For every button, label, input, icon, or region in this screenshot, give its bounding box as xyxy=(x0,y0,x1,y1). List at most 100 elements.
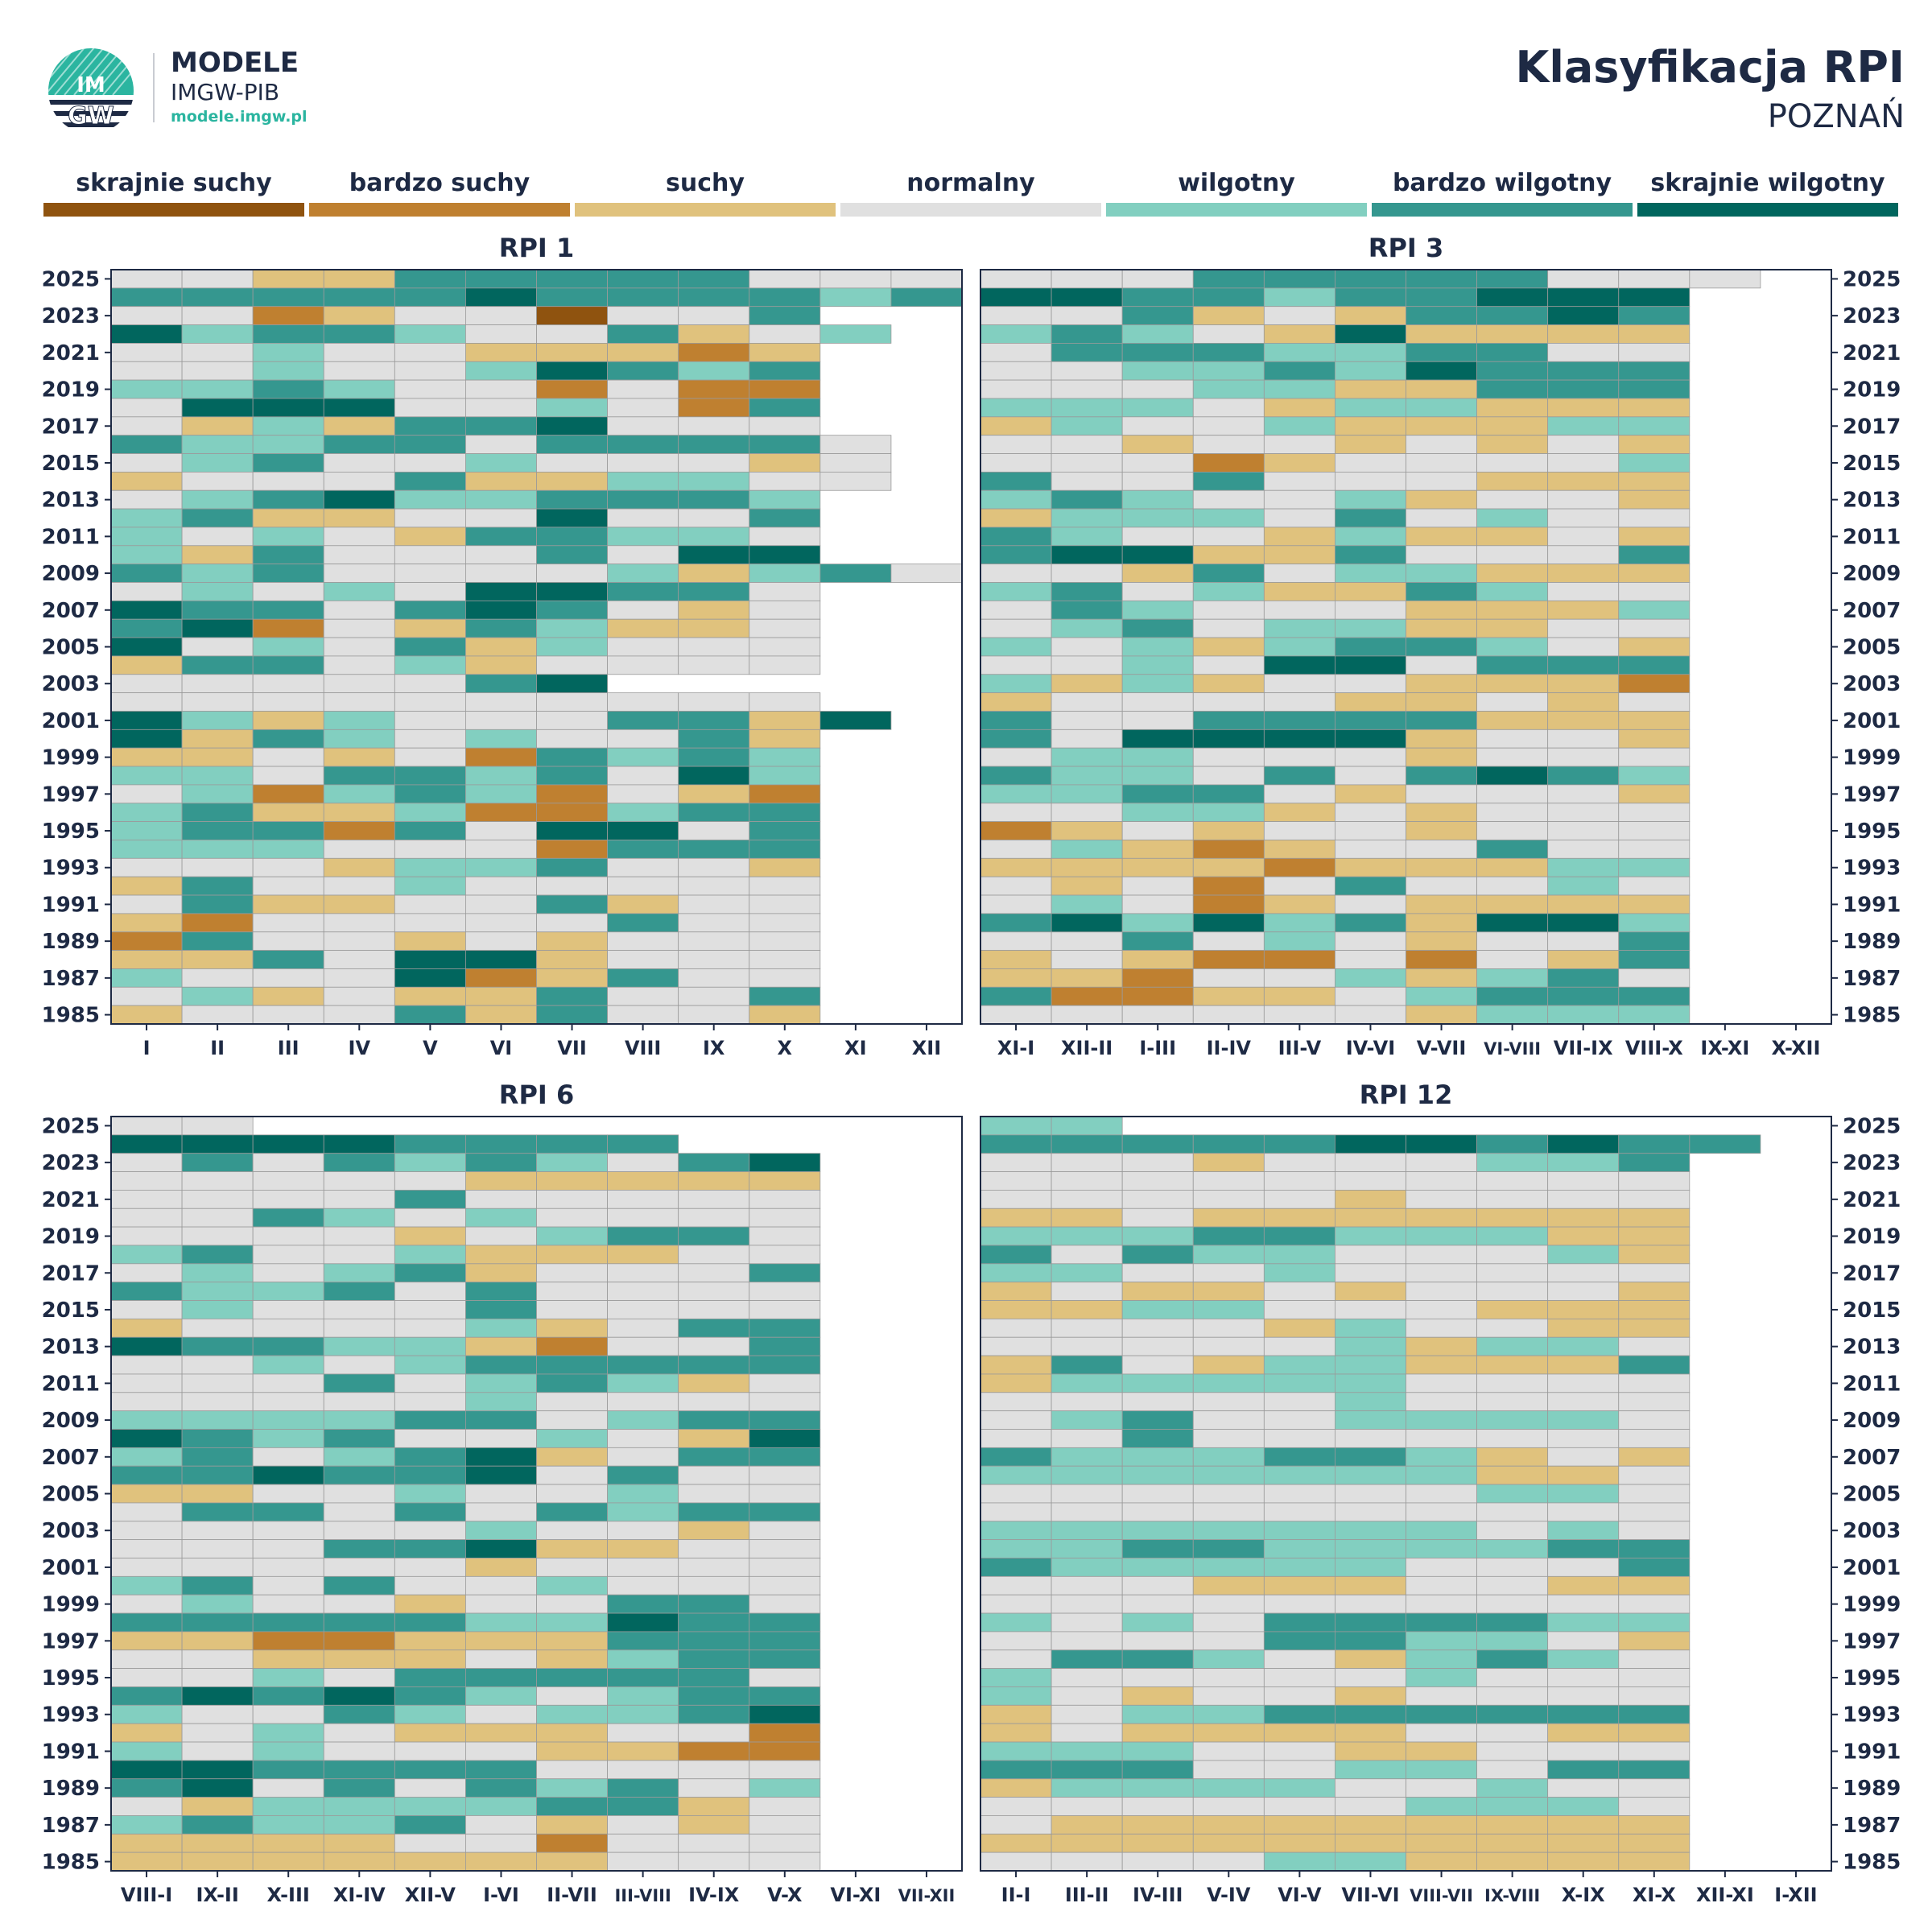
heatmap-cell xyxy=(678,1392,750,1412)
heatmap-cell xyxy=(1051,1649,1123,1670)
heatmap-cell xyxy=(749,1263,821,1283)
heatmap-cell xyxy=(465,655,537,675)
heatmap-cell xyxy=(394,857,466,877)
heatmap-cell xyxy=(1547,1373,1620,1393)
heatmap-cell xyxy=(607,1852,679,1872)
heatmap-cell xyxy=(1263,287,1335,308)
x-tick-label: I xyxy=(143,1037,151,1059)
heatmap-cell xyxy=(536,1539,608,1558)
heatmap-cell xyxy=(1263,1447,1335,1467)
heatmap-cell xyxy=(1051,1245,1123,1265)
heatmap-cell xyxy=(465,1447,537,1467)
x-tick-label: VIII-VII xyxy=(1410,1886,1473,1905)
heatmap-cell xyxy=(252,968,324,988)
heatmap-cell xyxy=(110,1208,183,1228)
heatmap-cell xyxy=(1335,269,1406,289)
y-tick-label: 2005 xyxy=(42,1483,100,1507)
heatmap-cell xyxy=(678,784,750,804)
heatmap-cell xyxy=(749,1521,821,1541)
heatmap-cell xyxy=(394,821,466,840)
heatmap-cell xyxy=(465,1429,537,1448)
heatmap-cell xyxy=(749,564,821,583)
heatmap-cell xyxy=(607,1723,679,1743)
heatmap-cell xyxy=(465,287,537,308)
heatmap-cell xyxy=(678,1190,750,1209)
heatmap-cell xyxy=(252,1686,324,1706)
heatmap-cell xyxy=(890,287,963,308)
heatmap-cell xyxy=(181,1226,254,1246)
heatmap-cell xyxy=(1335,1686,1406,1706)
heatmap-cell xyxy=(1263,489,1335,510)
heatmap-cell xyxy=(1263,379,1335,399)
heatmap-cell xyxy=(1051,1741,1123,1761)
legend-item-wilgotny: wilgotny xyxy=(1106,165,1367,218)
heatmap-cell xyxy=(181,1760,254,1780)
heatmap-cell xyxy=(1192,1741,1265,1761)
heatmap-cell xyxy=(465,1539,537,1558)
heatmap-cell xyxy=(607,508,679,528)
heatmap-cell xyxy=(1335,1631,1406,1651)
heatmap-cell xyxy=(980,950,1052,969)
y-tick-label: 1995 xyxy=(1843,1666,1901,1690)
heatmap-cell xyxy=(980,1723,1052,1743)
heatmap-cell xyxy=(181,1116,254,1136)
heatmap-cell xyxy=(678,489,750,510)
heatmap-cell xyxy=(1192,618,1265,638)
heatmap-cell xyxy=(607,1190,679,1209)
heatmap-cell xyxy=(749,1778,821,1798)
heatmap-cell xyxy=(536,876,608,896)
heatmap-cell xyxy=(323,1815,395,1835)
heatmap-cell xyxy=(110,711,183,730)
heatmap-cell xyxy=(465,674,537,694)
heatmap-panel: RPI 120252023202120192017201520132011200… xyxy=(42,233,963,1059)
heatmap-cell xyxy=(1547,416,1620,436)
heatmap-cell xyxy=(1051,1797,1123,1816)
heatmap-cell xyxy=(394,1226,466,1246)
heatmap-cell xyxy=(323,1612,395,1633)
heatmap-cell xyxy=(1406,1760,1477,1780)
heatmap-cell xyxy=(465,1594,537,1614)
heatmap-cell xyxy=(749,1447,821,1467)
heatmap-cell xyxy=(890,564,963,583)
heatmap-cell xyxy=(678,324,750,344)
heatmap-cell xyxy=(1547,950,1620,969)
heatmap-cell xyxy=(1192,1852,1265,1872)
heatmap-cell xyxy=(1406,1686,1477,1706)
heatmap-cell xyxy=(1263,784,1335,804)
y-tick-label: 2015 xyxy=(42,452,100,476)
heatmap-cell xyxy=(110,931,183,951)
heatmap-cell xyxy=(394,343,466,362)
heatmap-cell xyxy=(323,545,395,565)
heatmap-cell xyxy=(465,1190,537,1209)
heatmap-cell xyxy=(1192,1355,1265,1375)
heatmap-cell xyxy=(749,1300,821,1319)
heatmap-cell xyxy=(465,416,537,436)
heatmap-cell xyxy=(607,1575,679,1596)
heatmap-cell xyxy=(1121,471,1194,491)
heatmap-cell xyxy=(1476,1410,1549,1430)
heatmap-cell xyxy=(980,1263,1052,1283)
heatmap-cell xyxy=(1121,1484,1194,1504)
heatmap-cell xyxy=(465,526,537,547)
heatmap-cell xyxy=(252,1575,324,1596)
heatmap-cell xyxy=(1618,1465,1690,1485)
heatmap-cell xyxy=(465,1392,537,1412)
heatmap-cell xyxy=(465,1208,537,1228)
heatmap-cell xyxy=(323,1631,395,1651)
heatmap-cell xyxy=(323,1558,395,1577)
heatmap-cell xyxy=(1618,1631,1690,1651)
heatmap-cell xyxy=(252,894,324,914)
heatmap-cell xyxy=(980,582,1052,601)
heatmap-cell xyxy=(1547,729,1620,749)
heatmap-cell xyxy=(181,674,254,694)
heatmap-cell xyxy=(252,1410,324,1430)
y-tick-label: 1995 xyxy=(1843,819,1901,844)
heatmap-cell xyxy=(323,1704,395,1724)
y-tick-label: 2003 xyxy=(1843,1519,1901,1543)
heatmap-cell xyxy=(1051,821,1123,840)
y-tick-label: 2023 xyxy=(42,304,100,328)
heatmap-cell xyxy=(394,894,466,914)
heatmap-cell xyxy=(1476,1336,1549,1356)
heatmap-cell xyxy=(181,637,254,657)
heatmap-cell xyxy=(1335,1429,1406,1448)
